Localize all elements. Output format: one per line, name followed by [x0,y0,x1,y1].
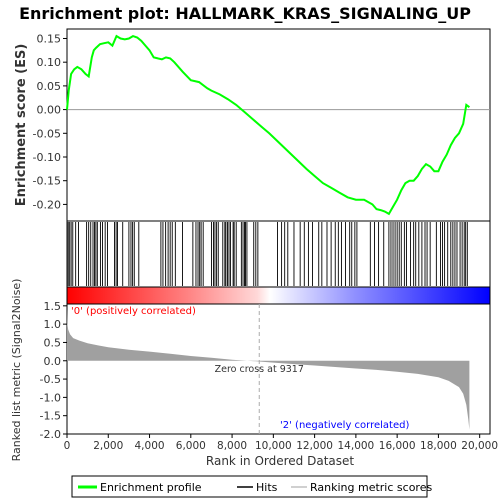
metric-x-tick-label: 12,000 [296,440,333,452]
enrichment-profile-line [66,34,470,216]
metric-x-axis-label: Rank in Ordered Dataset [206,454,354,468]
metric-x-tick-label: 10,000 [255,440,292,452]
legend-metric-label: Ranking metric scores [310,481,432,494]
legend-enrichment-label: Enrichment profile [100,481,202,494]
es-y-tick-label: 0.00 [37,104,62,117]
metric-x-tick-label: 6,000 [176,440,206,452]
legend-hits-label: Hits [256,481,278,494]
es-y-tick-label: 0.05 [37,80,62,93]
metric-y-tick-label: -1.0 [40,391,61,404]
negative-correlation-label: '2' (negatively correlated) [280,420,409,431]
es-y-tick-label: -0.20 [33,198,61,211]
metric-y-tick-label: -0.5 [40,373,61,386]
chart-title: Enrichment plot: HALLMARK_KRAS_SIGNALING… [19,4,471,23]
metric-x-tick-label: 2,000 [93,440,123,452]
metric-y-tick-label: 1.5 [44,300,62,313]
metric-x-tick-label: 4,000 [135,440,165,452]
es-y-tick-label: 0.10 [37,56,62,69]
metric-x-tick-label: 18,000 [420,440,457,452]
metric-x-axis: 0 2,000 4,000 6,000 8,000 10,000 12,000 14,000 1… [64,434,498,452]
metric-x-tick-label: 0 [64,440,71,452]
metric-y-tick-label: 0.0 [44,355,62,368]
es-y-tick-label: -0.05 [33,127,61,140]
es-y-axis: 0.15 0.10 0.05 0.00 -0.05 -0.10 -0.15 -0.20 [33,32,67,211]
es-y-tick-label: -0.15 [33,175,61,188]
metric-y-tick-label: 0.5 [44,336,62,349]
zero-cross-label: Zero cross at 9317 [215,364,304,375]
metric-y-tick-label: -1.5 [40,410,61,423]
metric-y-axis-label: Ranked list metric (Signal2Noise) [10,279,23,462]
es-y-axis-label: Enrichment score (ES) [14,44,29,207]
metric-y-tick-label: -2.0 [40,428,61,441]
metric-y-tick-label: 1.0 [44,318,62,331]
metric-x-tick-label: 20,000 [461,440,498,452]
ranking-metric-area [67,308,470,430]
metric-x-tick-label: 8,000 [217,440,247,452]
metric-y-axis: 1.5 1.0 0.5 0.0 -0.5 -1.0 -1.5 -2.0 [40,300,67,441]
metric-x-tick-label: 14,000 [338,440,375,452]
es-panel-frame [66,28,491,222]
es-y-tick-label: 0.15 [37,32,62,45]
es-y-tick-label: -0.10 [33,151,61,164]
hits-group [66,222,468,286]
hits-panel-frame [66,220,491,288]
metric-x-tick-label: 16,000 [379,440,416,452]
positive-correlation-label: '0' (positively correlated) [71,306,196,317]
rank-heatmap-bar [66,286,491,305]
